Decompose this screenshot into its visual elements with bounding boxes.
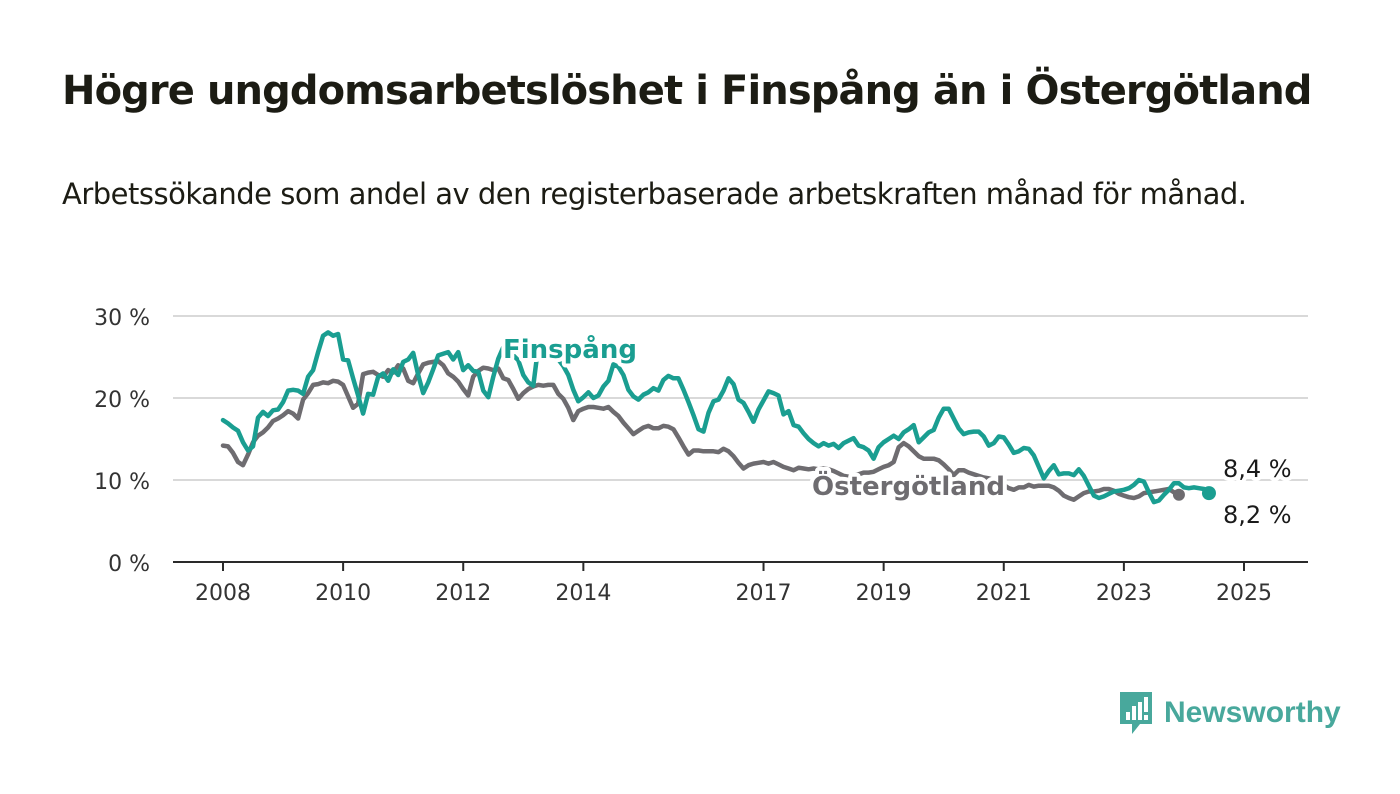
y-axis-ticks: 0 % 10 % 20 % 30 % (94, 306, 150, 577)
end-value-label-ostergotland-text: 8,2 % (1223, 501, 1292, 529)
x-tick-label: 2008 (195, 581, 251, 606)
y-tick-label: 20 % (94, 388, 150, 413)
x-tick-label: 2021 (976, 581, 1032, 606)
end-value-label-finspang-text: 8,4 % (1223, 455, 1292, 483)
series-label-ostergotland-halo: Östergötland (812, 469, 1005, 502)
series-end-marker (1172, 488, 1185, 501)
series-label-finspang-text: Finspång (503, 333, 637, 365)
x-tick-label: 2017 (736, 581, 792, 606)
x-tick-label: 2019 (856, 581, 912, 606)
y-tick-label: 30 % (94, 306, 150, 331)
x-tick-label: 2023 (1096, 581, 1152, 606)
newsworthy-brand: Newsworthy (1118, 690, 1341, 736)
y-tick-label: 0 % (108, 552, 150, 577)
x-axis-ticks: 2008 2010 2012 2014 2017 2019 2021 2023 2025 (195, 562, 1272, 606)
x-tick-label: 2010 (315, 581, 371, 606)
series-end-marker (1201, 486, 1216, 501)
end-value-label-ostergotland-halo: 8,2 % (1223, 501, 1292, 529)
brand-name: Newsworthy (1164, 696, 1341, 729)
series-line-finspang (220, 330, 1212, 505)
end-value-label-finspang: 8,4 %8,4 % (1219, 451, 1296, 487)
newsworthy-bar-chart-logo-icon (1120, 692, 1152, 734)
chart-title: Högre ungdomsarbetslöshet i Finspång än … (62, 68, 1312, 114)
series-lines (220, 330, 1216, 505)
x-tick-label: 2012 (435, 581, 491, 606)
x-tick-label: 2025 (1216, 581, 1272, 606)
series-label-finspang-halo: Finspång (503, 333, 637, 365)
line-chart: 0 % 10 % 20 % 30 % 2008 2010 2012 2014 2017 2019… (94, 306, 1308, 606)
end-value-label-ostergotland: 8,2 %8,2 % (1219, 497, 1296, 533)
chart-subtitle: Arbetssökande som andel av den registerb… (62, 177, 1247, 211)
gridlines (173, 315, 1308, 481)
series-label-ostergotland-text: Östergötland (812, 469, 1005, 502)
x-tick-label: 2014 (555, 581, 611, 606)
y-tick-label: 10 % (94, 470, 150, 495)
end-value-label-finspang-halo: 8,4 % (1223, 455, 1292, 483)
